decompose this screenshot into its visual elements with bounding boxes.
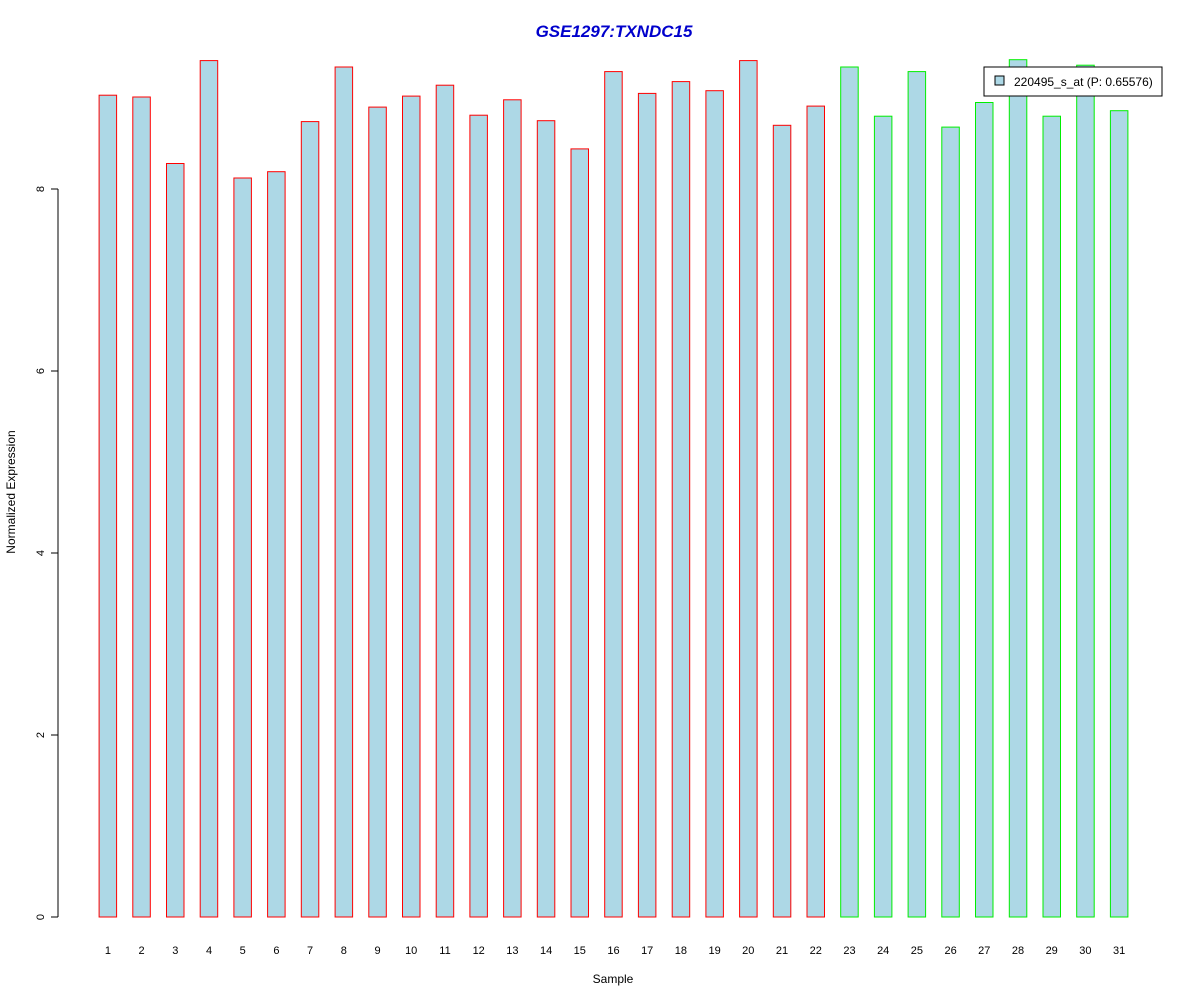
x-axis-label: Sample <box>593 972 634 986</box>
x-tick-label: 20 <box>742 945 754 957</box>
x-tick-label: 25 <box>911 945 923 957</box>
x-tick-label: 5 <box>240 945 246 957</box>
bar-sample-16 <box>604 71 623 918</box>
bar-sample-10 <box>402 95 421 918</box>
y-tick-label: 2 <box>35 732 47 738</box>
bar-sample-23 <box>840 66 859 918</box>
bar-sample-27 <box>975 102 994 918</box>
bar-sample-20 <box>739 60 758 918</box>
x-tick-label: 24 <box>877 945 889 957</box>
x-tick-label: 9 <box>374 945 380 957</box>
bar-sample-5 <box>233 177 252 918</box>
x-tick-label: 1 <box>105 945 111 957</box>
bar-sample-13 <box>503 99 522 918</box>
bar-sample-21 <box>772 124 792 918</box>
legend-swatch <box>994 75 1005 86</box>
x-tick-label: 30 <box>1079 945 1091 957</box>
x-tick-label: 15 <box>574 945 586 957</box>
x-tick-label: 21 <box>776 945 788 957</box>
x-tick-label: 8 <box>341 945 347 957</box>
y-tick-label: 8 <box>35 186 47 192</box>
bar-sample-17 <box>637 92 657 918</box>
bar-sample-26 <box>941 126 960 918</box>
y-tick-label: 0 <box>35 914 47 920</box>
bar-sample-4 <box>199 60 219 918</box>
x-tick-label: 14 <box>540 945 552 957</box>
x-tick-label: 3 <box>172 945 178 957</box>
x-tick-label: 6 <box>273 945 279 957</box>
bar-sample-12 <box>469 114 488 918</box>
x-tick-label: 17 <box>641 945 653 957</box>
x-tick-label: 29 <box>1046 945 1058 957</box>
x-tick-label: 2 <box>139 945 145 957</box>
bar-sample-6 <box>267 171 286 918</box>
bar-sample-9 <box>368 106 387 918</box>
bar-sample-7 <box>300 121 320 918</box>
bars <box>98 59 1129 918</box>
x-tick-label: 12 <box>473 945 485 957</box>
bar-sample-24 <box>873 115 893 918</box>
x-tick-label: 13 <box>506 945 518 957</box>
x-tick-label: 16 <box>607 945 619 957</box>
x-tick-label: 7 <box>307 945 313 957</box>
x-tick-label: 27 <box>978 945 990 957</box>
x-tick-label: 19 <box>708 945 720 957</box>
bar-sample-25 <box>907 71 927 918</box>
bar-sample-11 <box>435 84 455 918</box>
x-tick-label: 11 <box>439 945 450 957</box>
y-axis-label: Normalized Expression <box>4 430 18 553</box>
bar-sample-19 <box>705 90 724 918</box>
x-tick-label: 22 <box>810 945 822 957</box>
x-tick-label: 4 <box>206 945 212 957</box>
bar-sample-3 <box>166 163 185 918</box>
legend-label: 220495_s_at (P: 0.65576) <box>1014 75 1153 89</box>
bar-sample-30 <box>1076 64 1095 918</box>
x-tick-label: 18 <box>675 945 687 957</box>
bar-sample-29 <box>1042 115 1061 918</box>
x-tick-label: 28 <box>1012 945 1024 957</box>
x-tick-labels: 1 2 3 4 5 6 7 8 9 10 11 12 13 14 15 16 17 18 19 20 21 22 23 24 2… <box>105 945 1125 957</box>
y-tick-label: 4 <box>35 550 47 556</box>
bar-sample-28 <box>1008 59 1028 918</box>
legend-box <box>983 66 1163 97</box>
bar-sample-18 <box>671 81 691 918</box>
legend: 220495_s_at (P: 0.65576) <box>983 66 1163 97</box>
x-tick-label: 10 <box>405 945 417 957</box>
x-tick-label: 31 <box>1113 945 1125 957</box>
bar-sample-31 <box>1109 110 1129 918</box>
bar-sample-2 <box>132 96 151 918</box>
bar-sample-8 <box>334 66 354 918</box>
bar-sample-1 <box>98 94 118 918</box>
chart-title: GSE1297:TXNDC15 <box>536 22 693 41</box>
x-tick-label: 26 <box>944 945 956 957</box>
y-axis: 0 2 4 6 8 <box>35 186 59 920</box>
bar-sample-14 <box>536 120 556 918</box>
y-tick-label: 6 <box>35 368 47 374</box>
bar-sample-15 <box>570 148 589 918</box>
bar-sample-22 <box>806 105 825 918</box>
x-tick-label: 23 <box>843 945 855 957</box>
